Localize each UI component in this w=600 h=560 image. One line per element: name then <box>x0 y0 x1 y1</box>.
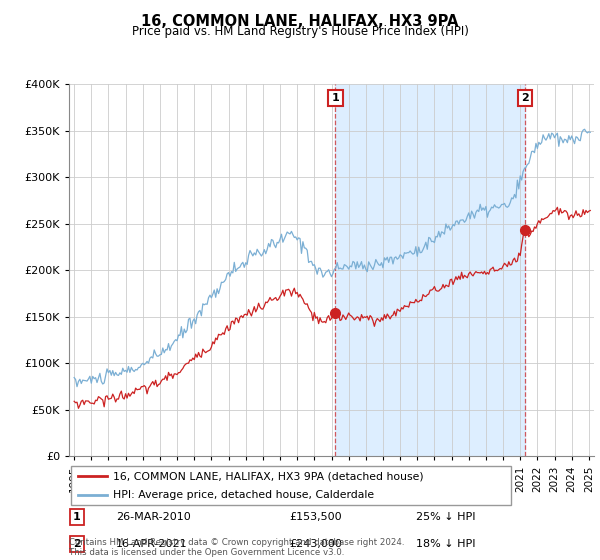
Text: Price paid vs. HM Land Registry's House Price Index (HPI): Price paid vs. HM Land Registry's House … <box>131 25 469 38</box>
Text: 26-MAR-2010: 26-MAR-2010 <box>116 512 191 522</box>
Text: 16-APR-2021: 16-APR-2021 <box>116 539 188 549</box>
Text: 16, COMMON LANE, HALIFAX, HX3 9PA (detached house): 16, COMMON LANE, HALIFAX, HX3 9PA (detac… <box>113 471 424 481</box>
Text: 1: 1 <box>73 512 81 522</box>
Text: £243,000: £243,000 <box>290 539 343 549</box>
Text: 16, COMMON LANE, HALIFAX, HX3 9PA: 16, COMMON LANE, HALIFAX, HX3 9PA <box>142 14 458 29</box>
Text: 25% ↓ HPI: 25% ↓ HPI <box>415 512 475 522</box>
Text: £153,500: £153,500 <box>290 512 342 522</box>
Text: Contains HM Land Registry data © Crown copyright and database right 2024.
This d: Contains HM Land Registry data © Crown c… <box>69 538 404 557</box>
Bar <box>335 84 525 456</box>
Text: 2: 2 <box>73 539 81 549</box>
Text: 18% ↓ HPI: 18% ↓ HPI <box>415 539 475 549</box>
Text: 1: 1 <box>332 93 340 103</box>
Text: 2: 2 <box>521 93 529 103</box>
FancyBboxPatch shape <box>71 466 511 505</box>
Text: HPI: Average price, detached house, Calderdale: HPI: Average price, detached house, Cald… <box>113 491 374 501</box>
